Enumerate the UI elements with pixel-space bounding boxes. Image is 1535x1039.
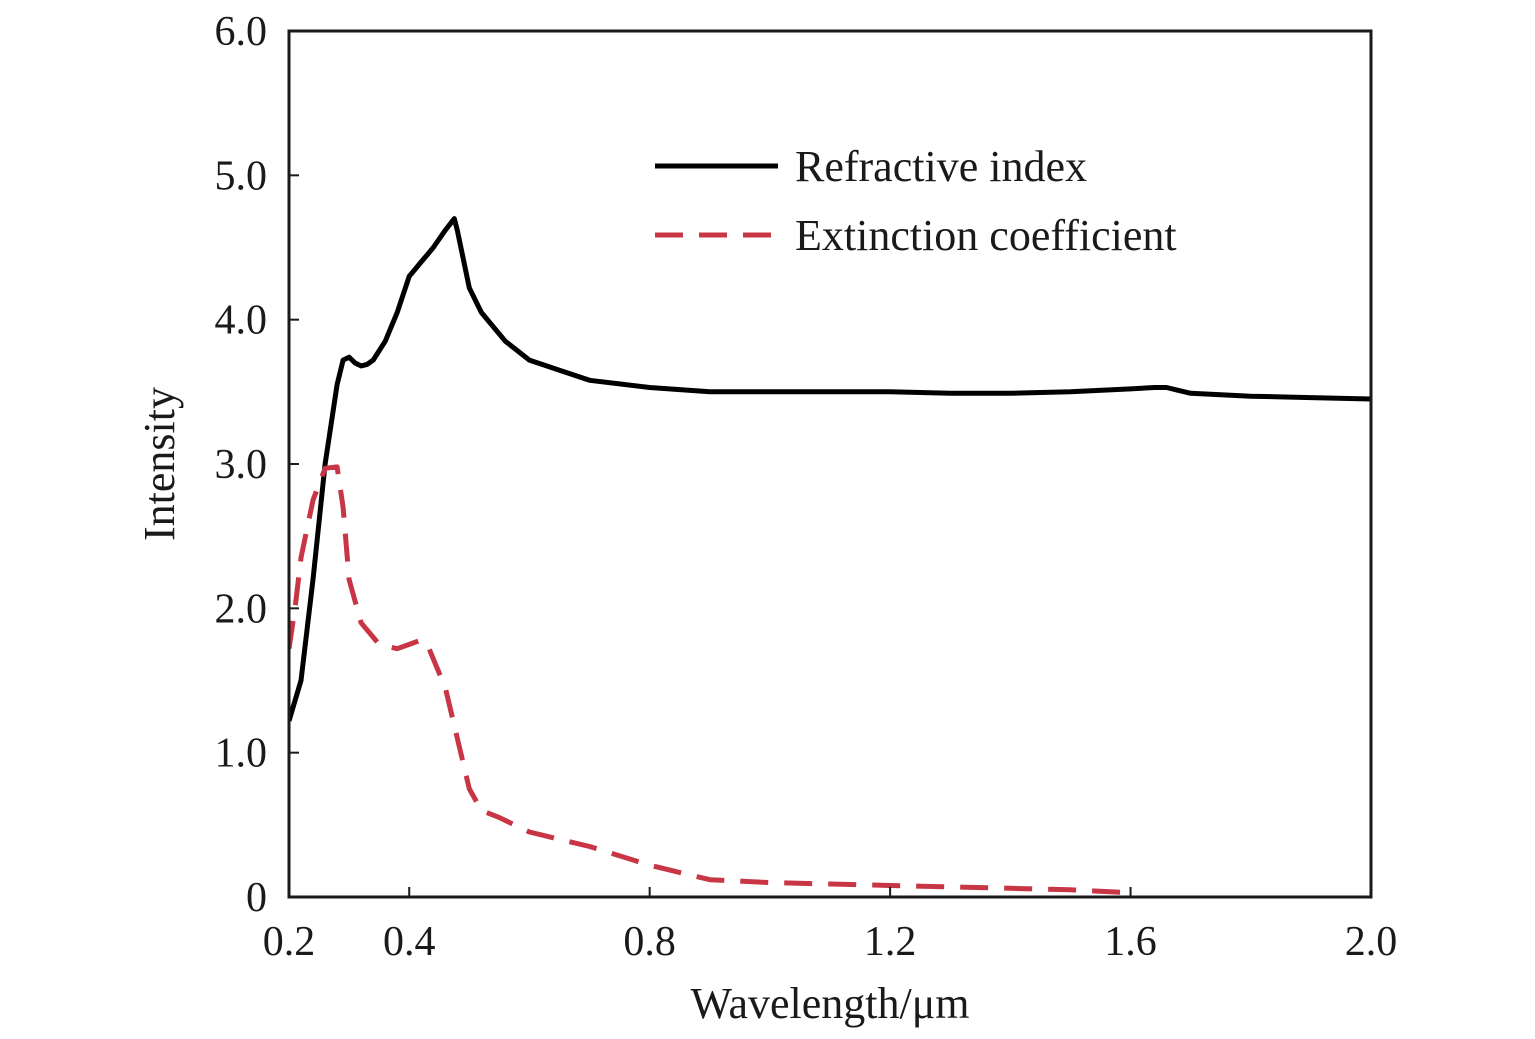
- x-tick-label: 0.4: [383, 919, 436, 965]
- x-tick-label: 1.2: [864, 919, 917, 965]
- y-tick-label: 1.0: [215, 731, 268, 777]
- x-tick-label: 0.2: [263, 919, 316, 965]
- y-tick-label: 4.0: [215, 298, 268, 344]
- y-tick-label: 6.0: [215, 9, 268, 55]
- x-axis: 0.2 0.4 0.8 1.2 1.6 2.0: [263, 887, 1398, 965]
- series-line-refractive-index: [289, 216, 1371, 722]
- series-line-extinction-coefficient: [289, 464, 1131, 896]
- y-axis: 0 1.0 2.0 3.0 4.0 5.0 6.0: [215, 9, 299, 921]
- legend-label: Refractive index: [795, 142, 1087, 191]
- legend-label: Extinction coefficient: [795, 211, 1177, 260]
- legend: Refractive index Extinction coefficient: [655, 142, 1177, 260]
- x-tick-label: 0.8: [623, 919, 676, 965]
- x-tick-label: 1.6: [1104, 919, 1157, 965]
- x-tick-label: 2.0: [1345, 919, 1398, 965]
- y-axis-title: Intensity: [135, 387, 184, 541]
- y-tick-label: 2.0: [215, 586, 268, 632]
- y-tick-label: 0: [246, 875, 267, 921]
- x-axis-title: Wavelength/μm: [690, 979, 969, 1028]
- y-tick-label: 5.0: [215, 153, 268, 199]
- y-tick-label: 3.0: [215, 442, 268, 488]
